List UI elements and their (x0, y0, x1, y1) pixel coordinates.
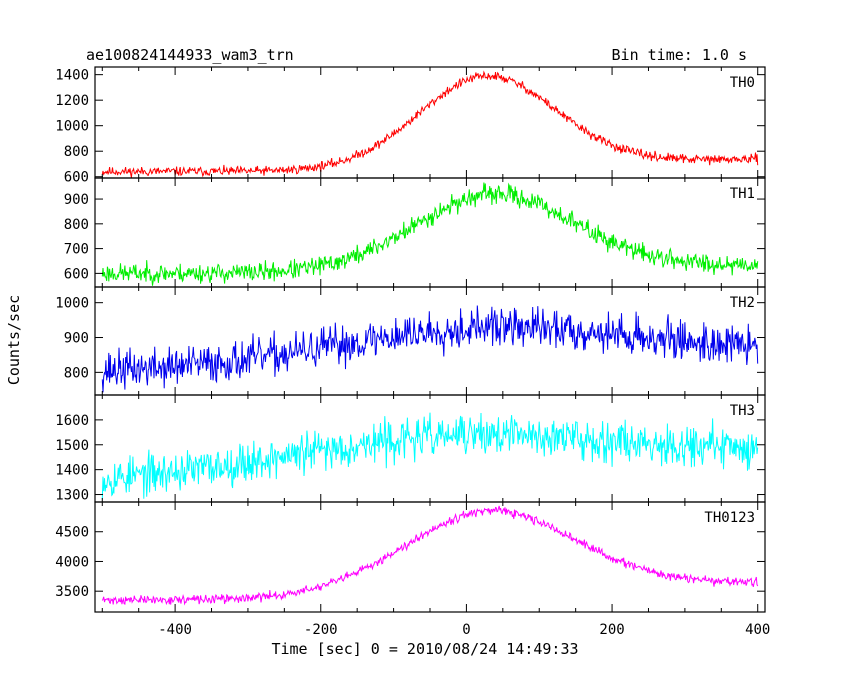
y-tick-label: 1400 (55, 68, 89, 84)
panel-name-label: TH0 (730, 75, 755, 91)
y-tick-label: 900 (64, 331, 89, 347)
x-tick-label: 200 (599, 622, 624, 638)
panel-th2: 800 900 1000 TH2 (55, 286, 766, 396)
series-line-th0 (101, 70, 759, 178)
y-tick-label: 4000 (55, 554, 89, 570)
panel-th0123: 3500 4000 4500 TH0123 (55, 501, 766, 613)
y-tick-label: 1300 (55, 488, 89, 504)
panel-frame (94, 177, 766, 288)
y-tick-label: 600 (64, 266, 89, 282)
y-tick-label: 600 (64, 170, 89, 186)
series-line-th2 (101, 305, 759, 393)
y-tick-label: 1000 (55, 119, 89, 135)
y-tick-label: 3500 (55, 584, 89, 600)
x-tick-label: 0 (462, 622, 470, 638)
chart-subtitle: Bin time: 1.0 s (612, 46, 747, 64)
y-tick-label: 700 (64, 242, 89, 258)
panel-frame (94, 501, 766, 613)
y-axis-label: Counts/sec (5, 295, 23, 385)
y-tick-label: 1000 (55, 296, 89, 312)
x-tick-label: -200 (304, 622, 338, 638)
series-line-th3 (101, 412, 759, 500)
panel-name-label: TH2 (730, 295, 755, 311)
y-tick-label: 800 (64, 365, 89, 381)
panel-name-label: TH0123 (704, 510, 755, 526)
y-tick-label: 800 (64, 217, 89, 233)
y-tick-label: 900 (64, 192, 89, 208)
series-line-th1 (101, 182, 759, 286)
y-tick-label: 1200 (55, 93, 89, 109)
panel-name-label: TH1 (730, 186, 755, 202)
panels-layer: 600 800 1000 1200 1400 TH0 600 700 800 900 TH1 800 9… (55, 66, 770, 638)
panel-th0: 600 800 1000 1200 1400 TH0 (55, 66, 766, 186)
y-tick-label: 1400 (55, 463, 89, 479)
panel-name-label: TH3 (730, 403, 755, 419)
y-tick-label: 4500 (55, 525, 89, 541)
panel-frame (94, 66, 766, 179)
series-line-th0123 (101, 505, 759, 606)
y-tick-label: 800 (64, 144, 89, 160)
y-tick-label: 1500 (55, 438, 89, 454)
x-tick-label: 400 (745, 622, 770, 638)
panel-th3: 1300 1400 1500 1600 TH3 (55, 394, 766, 504)
chart-title: ae100824144933_wam3_trn (86, 46, 294, 64)
x-tick-label: -400 (158, 622, 192, 638)
panel-th1: 600 700 800 900 TH1 (64, 177, 766, 288)
y-tick-label: 1600 (55, 413, 89, 429)
x-axis-label: Time [sec] 0 = 2010/08/24 14:49:33 (271, 640, 578, 658)
